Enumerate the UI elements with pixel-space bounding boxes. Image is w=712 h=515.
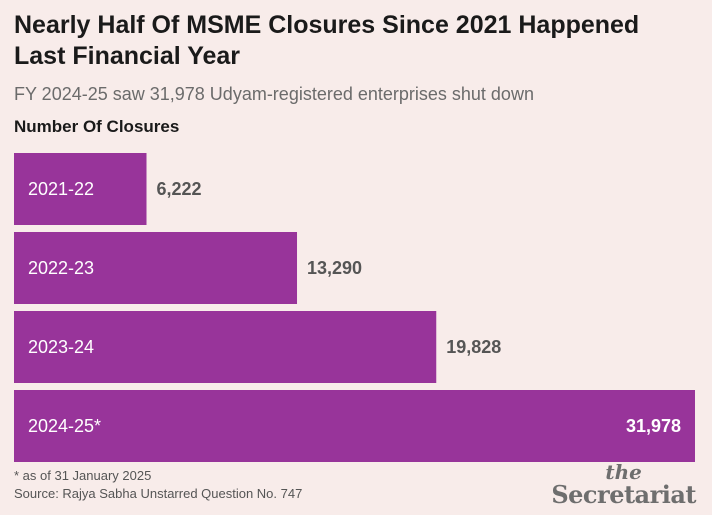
value-label: 19,828 xyxy=(446,337,501,357)
logo-the: the xyxy=(605,460,642,484)
publisher-logo: the Secretariat xyxy=(551,462,696,508)
category-label: 2023-24 xyxy=(28,337,94,357)
bar-2021-22 xyxy=(14,153,147,225)
category-label: 2021-22 xyxy=(28,179,94,199)
footnote-source: Source: Rajya Sabha Unstarred Question N… xyxy=(14,486,303,501)
chart-title: Nearly Half Of MSME Closures Since 2021 … xyxy=(14,11,640,70)
bar-2024-25* xyxy=(14,390,695,462)
value-label: 31,978 xyxy=(626,416,681,436)
bar-2023-24 xyxy=(14,311,437,383)
chart-subtitle: FY 2024-25 saw 31,978 Udyam-registered e… xyxy=(14,84,534,104)
value-label: 6,222 xyxy=(157,179,202,199)
category-label: 2022-23 xyxy=(28,258,94,278)
axis-title: Number Of Closures xyxy=(14,117,180,136)
bar-chart: 2021-22 6,222 2022-23 13,290 2023-24 19,828 20… xyxy=(14,153,695,462)
bar-2022-23 xyxy=(14,232,298,304)
footnote: * as of 31 January 2025 Source: Rajya Sa… xyxy=(14,467,302,503)
category-label: 2024-25* xyxy=(28,416,101,436)
footnote-note: * as of 31 January 2025 xyxy=(14,468,152,483)
logo-name: Secretariat xyxy=(551,480,696,509)
value-label: 13,290 xyxy=(307,258,362,278)
